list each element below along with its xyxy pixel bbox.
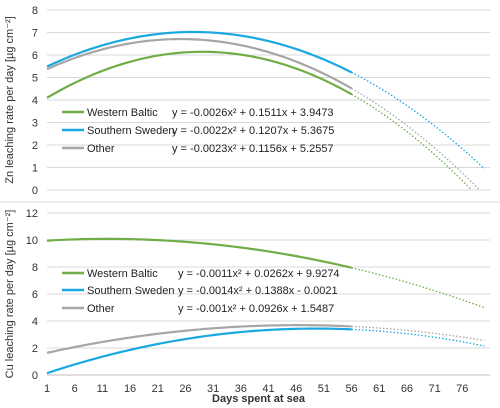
x-tick-label: 66 [401,383,413,395]
y-tick-label: 2 [32,140,38,152]
series-extrapolation-other [351,87,480,190]
y-tick-label: 6 [32,50,38,62]
y-tick-label: 1 [32,163,38,175]
x-tick-label: 56 [345,383,357,395]
legend-label: Western Baltic [87,107,158,119]
x-tick-label: 36 [235,383,247,395]
x-tick-label: 71 [429,383,441,395]
x-tick-label: 46 [290,383,302,395]
y-tick-label: 7 [32,28,38,40]
x-tick-label: 76 [456,383,468,395]
trendline-equation: y = -0.0023x² + 0.1156x + 5.2557 [172,143,334,155]
x-tick-label: 6 [72,383,78,395]
legend-label: Southern Sweden [87,285,174,297]
series-line-other [46,37,353,90]
legend-label: Other [87,143,115,155]
series-line-western-baltic [46,50,353,99]
y-axis-title: Zn leaching rate per day [µg cm⁻²] [4,16,16,183]
series-line-southern-sweden [46,30,353,74]
y-tick-label: 0 [32,370,38,382]
trendline-equation: y = -0.0022x² + 0.1207x + 5.3675 [172,125,334,137]
trendline-equation: y = -0.0014x² + 0.1388x - 0.0021 [178,285,338,297]
series-line-other [46,324,352,354]
legend-label: Other [87,303,115,315]
y-tick-label: 12 [26,208,38,220]
series-extrapolation-other [351,325,485,342]
legend-label: Southern Sweden [87,125,174,137]
series-extrapolation-southern-sweden [351,71,485,170]
legend-label: Western Baltic [87,268,158,280]
y-tick-label: 10 [26,235,38,247]
x-tick-label: 21 [152,383,164,395]
x-tick-label: 26 [179,383,191,395]
trendline-equation: y = -0.001x² + 0.0926x + 1.5487 [178,303,334,315]
x-tick-label: 11 [97,383,108,395]
x-tick-label: 61 [373,383,385,395]
x-tick-label: 31 [207,383,219,395]
y-tick-label: 6 [32,289,38,301]
y-axis-title: Cu leaching rate per day [µg cm⁻²] [4,210,16,379]
y-tick-label: 8 [32,5,38,17]
y-tick-label: 5 [32,73,38,85]
y-tick-label: 4 [32,316,38,328]
y-tick-label: 3 [32,118,38,130]
zn-chart: 0 1 2 3 4 5 6 7 8 Zn leaching rate per day [µg cm… [4,5,490,197]
trendline-equation: y = -0.0011x² + 0.0262x + 9.9274 [178,268,340,280]
x-axis-title: Days spent at sea [212,393,306,405]
x-tick-label: 16 [124,383,136,395]
y-tick-label: 8 [32,262,38,274]
y-tick-label: 4 [32,95,38,107]
trendline-equation: y = -0.0026x² + 0.1511x + 3.9473 [172,107,334,119]
x-tick-label: 51 [318,383,330,395]
series-line-southern-sweden [46,327,352,375]
series-extrapolation-western-baltic [351,93,472,190]
x-tick-label: 1 [44,383,50,395]
series-extrapolation-western-baltic [351,267,485,309]
y-tick-label: 0 [32,185,38,197]
x-tick-label: 41 [262,383,274,395]
series-line-western-baltic [46,237,352,269]
y-tick-label: 2 [32,343,38,355]
series-extrapolation-southern-sweden [351,328,485,347]
